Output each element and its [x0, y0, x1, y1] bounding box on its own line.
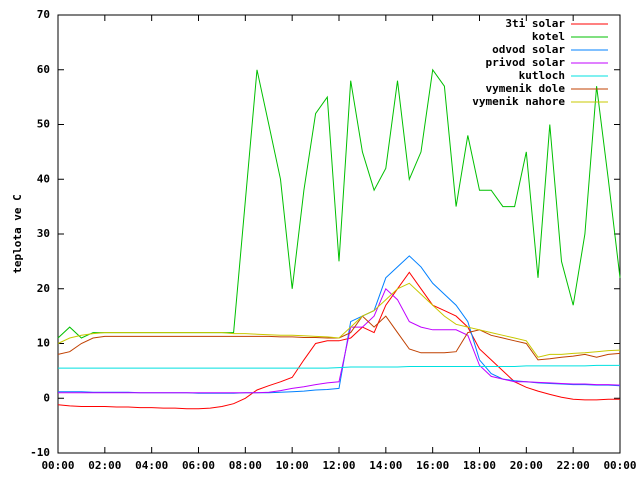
x-tick-label: 00:00 [41, 459, 74, 472]
legend-label: kutloch [519, 69, 565, 82]
series-line [57, 282, 621, 358]
y-axis-label: teplota ve C [11, 194, 24, 273]
x-tick-label: 10:00 [276, 459, 309, 472]
legend-label: odvod solar [492, 43, 565, 56]
legend-label: vymenik dole [486, 82, 566, 95]
series-line [57, 68, 621, 339]
y-tick-label: 50 [37, 118, 50, 131]
x-tick-label: 08:00 [229, 459, 262, 472]
series-line [58, 255, 621, 394]
y-tick-label: 60 [37, 63, 50, 76]
y-tick-label: 0 [43, 391, 50, 404]
series-line [57, 271, 620, 410]
y-tick-label: 10 [37, 337, 50, 350]
legend-label: privod solar [486, 56, 566, 69]
series-line [58, 364, 620, 369]
legend-label: kotel [532, 30, 565, 43]
x-tick-label: 22:00 [557, 459, 590, 472]
y-tick-label: -10 [30, 446, 50, 459]
x-tick-label: 20:00 [510, 459, 543, 472]
legend-label: vymenik nahore [472, 95, 565, 108]
x-tick-label: 06:00 [182, 459, 215, 472]
x-tick-label: 12:00 [322, 459, 355, 472]
series-line [58, 287, 621, 394]
x-tick-label: 16:00 [416, 459, 449, 472]
x-tick-label: 00:00 [603, 459, 636, 472]
y-tick-label: 20 [37, 282, 50, 295]
y-tick-label: 30 [37, 227, 50, 240]
x-tick-label: 18:00 [463, 459, 496, 472]
y-tick-label: 40 [37, 172, 50, 185]
x-tick-label: 02:00 [88, 459, 121, 472]
x-tick-label: 14:00 [369, 459, 402, 472]
x-tick-label: 04:00 [135, 459, 168, 472]
legend-label: 3ti solar [505, 17, 565, 30]
y-tick-label: 70 [37, 8, 50, 21]
